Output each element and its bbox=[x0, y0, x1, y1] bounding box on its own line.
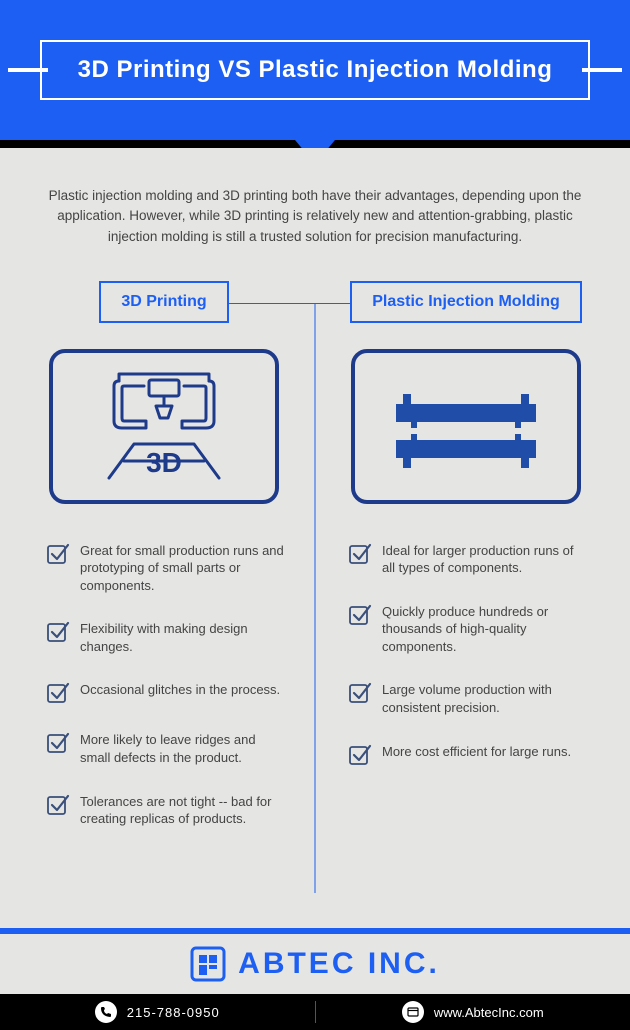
footer: 215-788-0950 www.AbtecInc.com bbox=[0, 994, 630, 1030]
intro-paragraph: Plastic injection molding and 3D printin… bbox=[40, 186, 590, 247]
header-accent-line-right bbox=[582, 68, 622, 72]
left-column: 3D Printing 3D Grea bbox=[40, 281, 288, 828]
svg-text:3D: 3D bbox=[146, 447, 182, 478]
bullet-item: Tolerances are not tight -- bad for crea… bbox=[46, 793, 288, 828]
injection-mold-icon bbox=[381, 376, 551, 476]
footer-phone: 215-788-0950 bbox=[0, 1001, 315, 1023]
website-url: www.AbtecInc.com bbox=[434, 1005, 544, 1020]
connector-vertical-line bbox=[315, 303, 316, 893]
logo-text: ABTEC INC. bbox=[238, 947, 440, 981]
checkmark-icon bbox=[46, 731, 70, 755]
checkmark-icon bbox=[46, 620, 70, 644]
bullet-text: More likely to leave ridges and small de… bbox=[80, 731, 288, 766]
main-content: Plastic injection molding and 3D printin… bbox=[0, 148, 630, 928]
bullet-text: Tolerances are not tight -- bad for crea… bbox=[80, 793, 288, 828]
logo-section: ABTEC INC. bbox=[0, 934, 630, 994]
bullet-text: Quickly produce hundreds or thousands of… bbox=[382, 603, 590, 656]
bullet-item: Large volume production with consistent … bbox=[348, 681, 590, 716]
bullet-item: More likely to leave ridges and small de… bbox=[46, 731, 288, 766]
page-title: 3D Printing VS Plastic Injection Molding bbox=[40, 40, 591, 100]
checkmark-icon bbox=[348, 743, 372, 767]
printer-3d-icon-box: 3D bbox=[49, 349, 279, 504]
left-column-label: 3D Printing bbox=[99, 281, 228, 323]
right-column: Plastic Injection Molding bbox=[342, 281, 590, 828]
header-accent-line-left bbox=[8, 68, 48, 72]
bullet-item: Occasional glitches in the process. bbox=[46, 681, 288, 705]
right-bullets: Ideal for larger production runs of all … bbox=[342, 542, 590, 767]
abtec-logo-icon bbox=[190, 946, 226, 982]
left-bullets: Great for small production runs and prot… bbox=[40, 542, 288, 828]
mold-icon-box bbox=[351, 349, 581, 504]
bullet-item: More cost efficient for large runs. bbox=[348, 743, 590, 767]
bullet-item: Quickly produce hundreds or thousands of… bbox=[348, 603, 590, 656]
bullet-text: Great for small production runs and prot… bbox=[80, 542, 288, 595]
checkmark-icon bbox=[348, 681, 372, 705]
checkmark-icon bbox=[46, 542, 70, 566]
comparison-columns: 3D Printing 3D Grea bbox=[40, 281, 590, 828]
bullet-text: Ideal for larger production runs of all … bbox=[382, 542, 590, 577]
bullet-item: Great for small production runs and prot… bbox=[46, 542, 288, 595]
bullet-item: Flexibility with making design changes. bbox=[46, 620, 288, 655]
bullet-text: Large volume production with consistent … bbox=[382, 681, 590, 716]
bullet-text: Flexibility with making design changes. bbox=[80, 620, 288, 655]
divider-strip bbox=[0, 140, 630, 148]
phone-number: 215-788-0950 bbox=[127, 1005, 220, 1020]
phone-icon bbox=[95, 1001, 117, 1023]
right-column-label: Plastic Injection Molding bbox=[350, 281, 582, 323]
footer-url: www.AbtecInc.com bbox=[316, 1001, 630, 1023]
bullet-text: Occasional glitches in the process. bbox=[80, 681, 288, 699]
checkmark-icon bbox=[348, 603, 372, 627]
printer-3d-icon: 3D bbox=[94, 366, 234, 486]
checkmark-icon bbox=[348, 542, 372, 566]
checkmark-icon bbox=[46, 793, 70, 817]
bullet-item: Ideal for larger production runs of all … bbox=[348, 542, 590, 577]
checkmark-icon bbox=[46, 681, 70, 705]
header: 3D Printing VS Plastic Injection Molding bbox=[0, 0, 630, 140]
web-icon bbox=[402, 1001, 424, 1023]
bullet-text: More cost efficient for large runs. bbox=[382, 743, 590, 761]
